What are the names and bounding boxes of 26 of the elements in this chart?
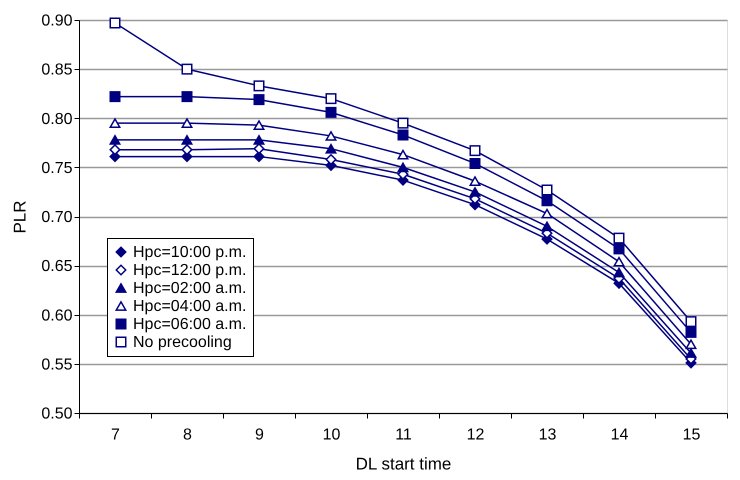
x-tick-label: 11 <box>395 426 412 444</box>
legend-label: Hpc=12:00 p.m. <box>133 262 246 279</box>
y-axis-title: PLR <box>10 200 30 234</box>
legend-label: Hpc=10:00 p.m. <box>133 244 246 261</box>
legend-label: Hpc=04:00 a.m. <box>133 298 246 315</box>
x-tick-label: 13 <box>538 426 556 444</box>
legend-label: No precooling <box>133 334 232 351</box>
y-tick-label: 0.80 <box>41 110 73 128</box>
x-tick-label: 7 <box>111 426 120 444</box>
y-tick-label: 0.85 <box>41 62 73 79</box>
x-axis-title: DL start time <box>356 454 452 474</box>
y-tick-label: 0.55 <box>41 356 73 374</box>
y-tick-label: 0.50 <box>41 406 73 422</box>
x-tick-label: 9 <box>255 426 264 444</box>
x-tick-label: 12 <box>466 426 484 444</box>
y-tick-label: 0.90 <box>41 12 73 30</box>
y-tick-label: 0.65 <box>41 258 73 276</box>
legend-label: Hpc=06:00 a.m. <box>133 316 246 333</box>
x-tick-label: 15 <box>682 426 700 444</box>
y-tick-label: 0.75 <box>41 160 73 177</box>
y-tick-label: 0.70 <box>41 209 73 226</box>
x-tick-label: 8 <box>183 426 192 444</box>
legend-label: Hpc=02:00 a.m. <box>133 280 246 297</box>
x-tick-label: 14 <box>610 426 628 444</box>
y-tick-label: 0.60 <box>41 307 73 324</box>
x-tick-label: 10 <box>322 426 340 444</box>
